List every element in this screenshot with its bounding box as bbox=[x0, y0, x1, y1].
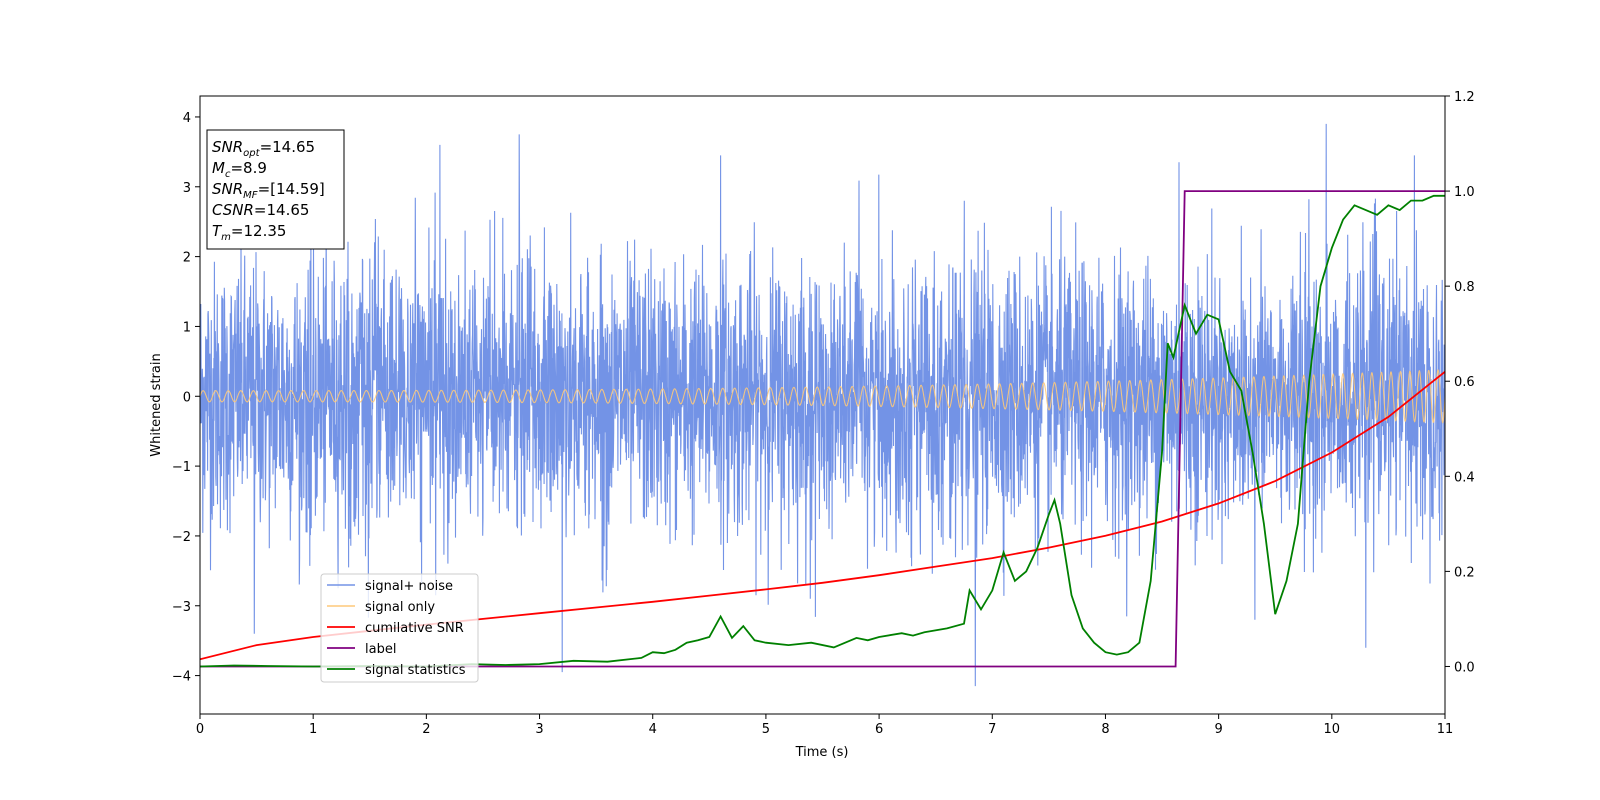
series-signal-noise bbox=[200, 123, 1445, 687]
y-tick-label-left: 4 bbox=[183, 111, 191, 126]
x-tick-label: 1 bbox=[309, 722, 317, 737]
legend: signal+ noise signal only cumilative SNR la… bbox=[320, 573, 479, 683]
legend-label: signal+ noise bbox=[365, 579, 453, 594]
legend-frame bbox=[320, 573, 479, 683]
x-tick-label: 0 bbox=[196, 722, 204, 737]
y-axis-label: Whitened strain bbox=[149, 353, 164, 456]
legend-label: signal only bbox=[365, 600, 435, 615]
y-tick-label-left: 1 bbox=[183, 320, 191, 335]
y-tick-label-right: 0.6 bbox=[1454, 375, 1475, 390]
x-tick-label: 7 bbox=[988, 722, 996, 737]
y-tick-label-left: −3 bbox=[172, 600, 191, 615]
series-signal-only bbox=[200, 368, 1445, 424]
y-tick-label-left: 0 bbox=[183, 390, 191, 405]
x-tick-label: 2 bbox=[422, 722, 430, 737]
y-tick-label-right: 0.2 bbox=[1454, 565, 1475, 580]
info-box: SNRopt=14.65Mc=8.9SNRMF=[14.59]CSNR=14.6… bbox=[206, 129, 345, 250]
y-tick-label-right: 1.2 bbox=[1454, 90, 1475, 105]
axes: 0 1 2 3 4 5 6 7 8 9 10 11 −4 −3 −2 −1 0 1 2 3 4 0.0 0.2 0.4 0.6 0… bbox=[172, 90, 1475, 737]
x-tick-label: 9 bbox=[1214, 722, 1222, 737]
info-line: Mc=8.9 bbox=[212, 159, 267, 180]
y-tick-label-right: 0.0 bbox=[1454, 660, 1475, 675]
y-tick-label-left: −2 bbox=[172, 530, 191, 545]
legend-label: cumilative SNR bbox=[365, 621, 464, 636]
x-tick-label: 11 bbox=[1437, 722, 1454, 737]
x-tick-label: 5 bbox=[762, 722, 770, 737]
y-tick-label-left: 2 bbox=[183, 251, 191, 266]
plot-frame bbox=[199, 95, 1446, 715]
x-tick-label: 3 bbox=[535, 722, 543, 737]
legend-label: label bbox=[365, 642, 396, 657]
info-line: SNRopt=14.65 bbox=[212, 138, 315, 159]
y-tick-label-right: 1.0 bbox=[1454, 185, 1475, 200]
x-tick-label: 8 bbox=[1101, 722, 1109, 737]
series-signal-statistics bbox=[200, 194, 1445, 668]
x-tick-label: 4 bbox=[649, 722, 657, 737]
series-label bbox=[200, 190, 1445, 668]
info-line: SNRMF=[14.59] bbox=[212, 180, 325, 201]
info-line: Tm=12.35 bbox=[212, 222, 286, 243]
info-box-frame bbox=[206, 129, 345, 250]
info-line: CSNR=14.65 bbox=[212, 201, 309, 219]
x-tick-label: 10 bbox=[1324, 722, 1341, 737]
y-tick-label-right: 0.8 bbox=[1454, 280, 1475, 295]
y-tick-label-left: 3 bbox=[183, 181, 191, 196]
y-tick-label-right: 0.4 bbox=[1454, 470, 1475, 485]
x-tick-label: 6 bbox=[875, 722, 883, 737]
y-tick-label-left: −4 bbox=[172, 670, 191, 685]
legend-label: signal statistics bbox=[365, 663, 466, 678]
x-axis-label: Time (s) bbox=[795, 745, 849, 760]
y-tick-label-left: −1 bbox=[172, 460, 191, 475]
